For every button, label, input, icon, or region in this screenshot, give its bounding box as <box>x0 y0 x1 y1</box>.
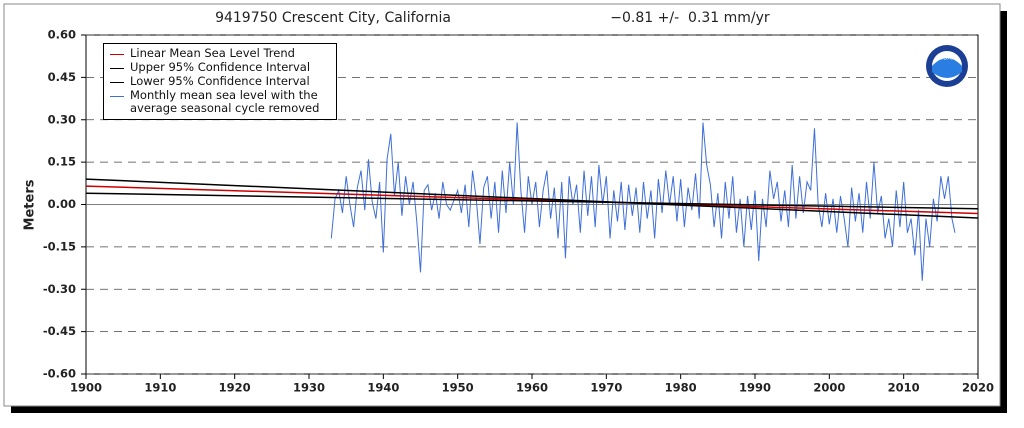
series-line <box>330 122 956 281</box>
legend-swatch <box>110 54 124 55</box>
x-tick-label: 1920 <box>219 381 251 395</box>
noaa-logo: NOAA <box>926 45 968 87</box>
legend-item: Lower 95% Confidence Interval <box>108 75 332 88</box>
logo-wave <box>932 58 962 78</box>
x-tick-label: 1990 <box>739 381 771 395</box>
x-tick-label: 1980 <box>665 381 697 395</box>
x-tick-label: 1940 <box>367 381 399 395</box>
legend-swatch <box>110 82 124 83</box>
y-tick-label: 0.00 <box>48 197 76 211</box>
legend-swatch <box>110 96 124 97</box>
x-tick-label: 1970 <box>590 381 622 395</box>
y-tick-label: -0.60 <box>43 367 76 381</box>
series-line <box>85 178 979 219</box>
y-tick-label: 0.30 <box>48 112 76 126</box>
legend-label: Linear Mean Sea Level Trend <box>130 46 295 60</box>
series-line <box>85 192 979 210</box>
y-tick-label: 0.15 <box>48 155 76 169</box>
x-tick-label: 1930 <box>293 381 325 395</box>
y-tick-label: -0.45 <box>43 324 76 338</box>
x-tick-label: 2020 <box>962 381 994 395</box>
chart-subtitle: −0.81 +/- 0.31 mm/yr <box>610 10 770 26</box>
legend: Linear Mean Sea Level Trend Upper 95% Con… <box>103 43 337 120</box>
chart-title: 9419750 Crescent City, California <box>215 10 451 26</box>
legend-label: Lower 95% Confidence Interval <box>130 74 310 88</box>
legend-swatch <box>110 68 124 69</box>
y-tick-label: 0.45 <box>48 70 76 84</box>
y-tick-label: -0.15 <box>43 239 76 253</box>
y-tick-label: 0.60 <box>48 28 76 42</box>
legend-label: Upper 95% Confidence Interval <box>130 60 311 74</box>
x-tick-label: 1910 <box>144 381 176 395</box>
legend-item: Monthly mean sea level with the average … <box>108 89 332 115</box>
x-tick-label: 1900 <box>70 381 102 395</box>
x-tick-label: 2010 <box>888 381 920 395</box>
legend-label: Monthly mean sea level with the average … <box>130 88 320 115</box>
y-axis-label: Meters <box>23 179 38 230</box>
logo-text: NOAA <box>938 55 956 62</box>
x-tick-label: 1960 <box>516 381 548 395</box>
series-line <box>85 185 979 215</box>
x-tick-label: 2000 <box>813 381 845 395</box>
x-tick-label: 1950 <box>442 381 474 395</box>
legend-item: Upper 95% Confidence Interval <box>108 61 332 74</box>
y-tick-label: -0.30 <box>43 282 76 296</box>
legend-item: Linear Mean Sea Level Trend <box>108 47 332 60</box>
